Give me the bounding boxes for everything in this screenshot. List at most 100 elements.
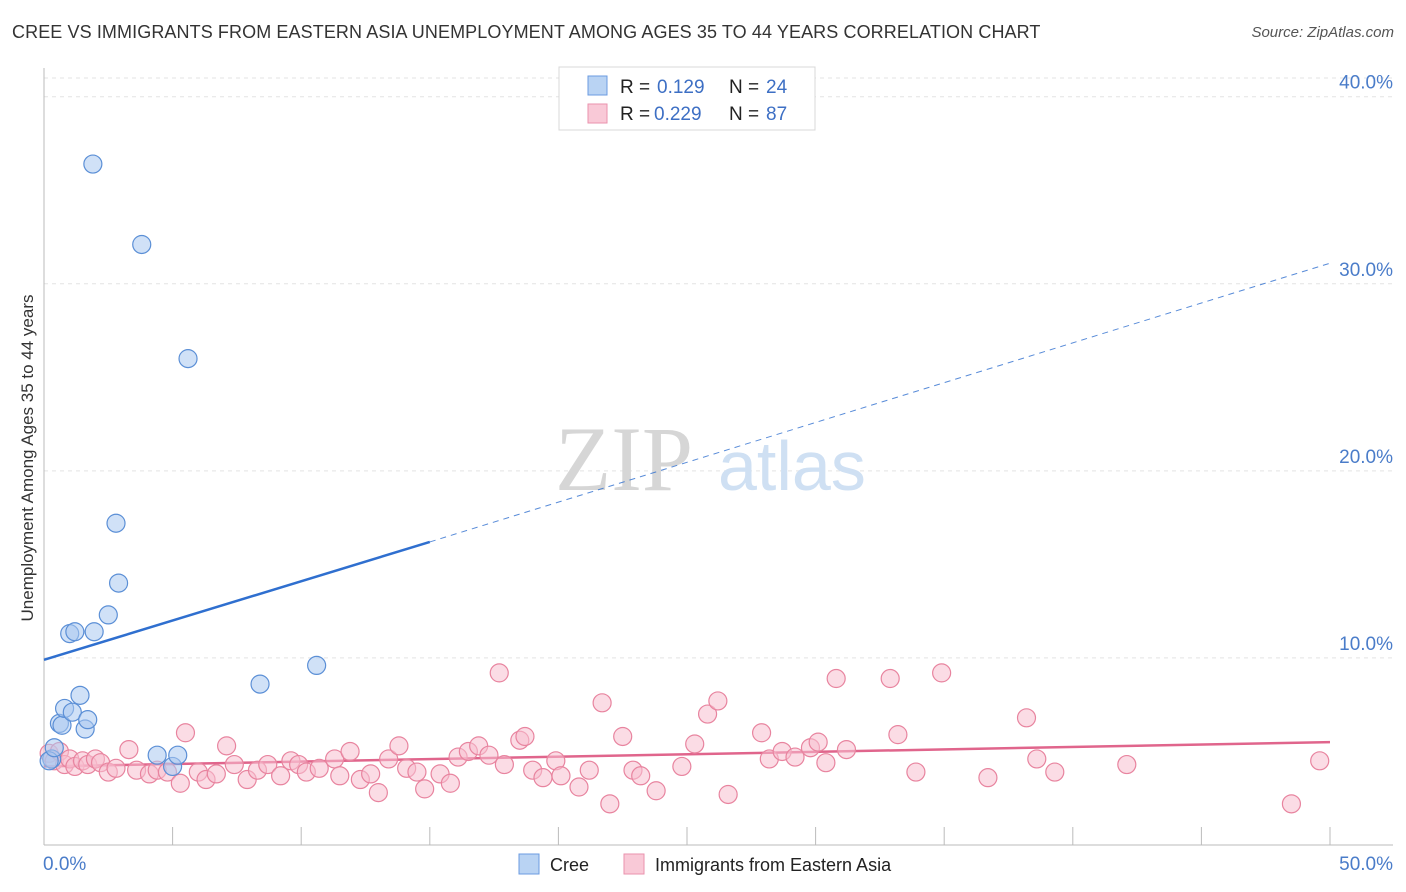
cree-point xyxy=(65,622,85,642)
immigrants-point xyxy=(175,723,196,743)
series-legend-label-cree: Cree xyxy=(550,855,589,875)
legend-swatch-cree xyxy=(587,75,608,96)
legend-swatch-immigrants xyxy=(587,103,608,124)
cree-point xyxy=(78,710,98,730)
immigrants-point xyxy=(751,723,772,743)
immigrants-point xyxy=(106,758,126,778)
immigrants-point xyxy=(579,760,599,780)
series-legend-swatch-immigrants xyxy=(623,853,645,875)
cree-point xyxy=(250,674,270,694)
y-tick-label: 40.0% xyxy=(1339,73,1393,94)
immigrants-point xyxy=(906,762,926,782)
immigrants-point xyxy=(271,766,291,786)
data-points xyxy=(39,154,1330,814)
immigrants-point xyxy=(389,736,409,756)
immigrants-point xyxy=(1016,708,1037,728)
immigrants-point xyxy=(888,725,908,745)
trend-line-extension-cree xyxy=(429,262,1331,543)
immigrants-point xyxy=(836,739,857,760)
y-tick-labels: 10.0% 20.0% 30.0% 40.0% xyxy=(1339,73,1393,655)
immigrants-point xyxy=(340,741,360,762)
y-axis-label: Unemployment Among Ages 35 to 44 years xyxy=(18,295,37,622)
immigrants-point xyxy=(330,766,350,786)
cree-point xyxy=(83,154,103,174)
immigrants-point xyxy=(1027,749,1047,769)
series-legend: Cree Immigrants from Eastern Asia xyxy=(518,853,892,875)
x-tick-label-max: 50.0% xyxy=(1339,854,1393,875)
immigrants-point xyxy=(672,756,692,777)
immigrants-point xyxy=(551,766,571,786)
immigrants-point xyxy=(379,749,399,769)
immigrants-point xyxy=(258,754,278,775)
cree-point xyxy=(44,738,64,758)
immigrants-point xyxy=(479,745,499,765)
trend-line-cree xyxy=(43,540,431,661)
legend-r-value-1: 0.129 xyxy=(657,77,705,98)
cree-point xyxy=(84,622,104,642)
immigrants-point xyxy=(592,693,612,713)
cree-point xyxy=(132,234,152,255)
series-legend-label-immigrants: Immigrants from Eastern Asia xyxy=(655,855,892,875)
cree-point xyxy=(168,745,188,765)
source-label: Source: ZipAtlas.com xyxy=(1251,24,1394,41)
immigrants-point xyxy=(206,764,226,784)
immigrants-point xyxy=(600,794,620,814)
trend-lines xyxy=(43,262,1331,768)
series-legend-swatch-cree xyxy=(518,853,540,875)
immigrants-point xyxy=(613,726,633,747)
immigrants-point xyxy=(816,753,836,773)
watermark-atlas: atlas xyxy=(718,427,866,505)
watermark-zip: ZIP xyxy=(555,408,693,510)
immigrants-point xyxy=(224,754,244,775)
cree-point xyxy=(70,685,90,705)
immigrants-point xyxy=(309,758,329,778)
y-tick-label: 30.0% xyxy=(1339,260,1393,281)
legend-n-label-2: N = xyxy=(729,104,759,125)
cree-point xyxy=(98,605,118,625)
immigrants-point xyxy=(361,764,381,784)
immigrants-point xyxy=(217,736,237,756)
immigrants-point xyxy=(785,747,805,767)
immigrants-point xyxy=(880,668,900,689)
immigrants-point xyxy=(489,663,509,683)
immigrants-point xyxy=(119,739,139,760)
immigrants-point xyxy=(515,726,535,747)
immigrants-point xyxy=(932,663,952,683)
immigrants-point xyxy=(646,781,666,801)
immigrants-point xyxy=(685,734,705,754)
y-tick-label: 20.0% xyxy=(1339,447,1393,468)
immigrants-point xyxy=(826,668,846,689)
legend-r-label-1: R = xyxy=(620,77,650,98)
immigrants-point xyxy=(697,704,718,724)
immigrants-point xyxy=(440,773,460,793)
immigrants-point xyxy=(415,779,435,799)
immigrants-point xyxy=(533,768,553,788)
legend-n-label-1: N = xyxy=(729,77,759,98)
x-tick-label-min: 0.0% xyxy=(43,854,86,875)
immigrants-point xyxy=(718,784,738,805)
immigrants-point xyxy=(708,691,728,711)
legend-r-label-2: R = xyxy=(620,104,650,125)
legend-r-value-2: 0.229 xyxy=(654,104,702,125)
chart-title: CREE VS IMMIGRANTS FROM EASTERN ASIA UNE… xyxy=(12,22,1041,42)
correlation-legend: R = 0.129 N = 24 R = 0.229 N = 87 xyxy=(558,66,816,131)
immigrants-point xyxy=(1045,762,1065,782)
immigrants-point xyxy=(569,777,589,797)
cree-point xyxy=(106,513,126,533)
immigrants-point xyxy=(368,783,388,803)
immigrants-point xyxy=(1310,751,1330,771)
immigrants-point xyxy=(407,762,427,782)
immigrants-point xyxy=(808,732,828,752)
immigrants-point xyxy=(170,773,190,793)
axes xyxy=(43,68,1393,846)
cree-point xyxy=(307,655,327,676)
cree-point xyxy=(62,702,82,722)
legend-n-value-1: 24 xyxy=(766,77,788,98)
immigrants-point xyxy=(631,766,651,786)
gridlines xyxy=(44,77,1393,659)
immigrants-point xyxy=(1281,794,1302,814)
y-tick-label: 10.0% xyxy=(1339,634,1393,655)
immigrants-point xyxy=(494,754,514,775)
immigrants-point xyxy=(978,768,998,788)
